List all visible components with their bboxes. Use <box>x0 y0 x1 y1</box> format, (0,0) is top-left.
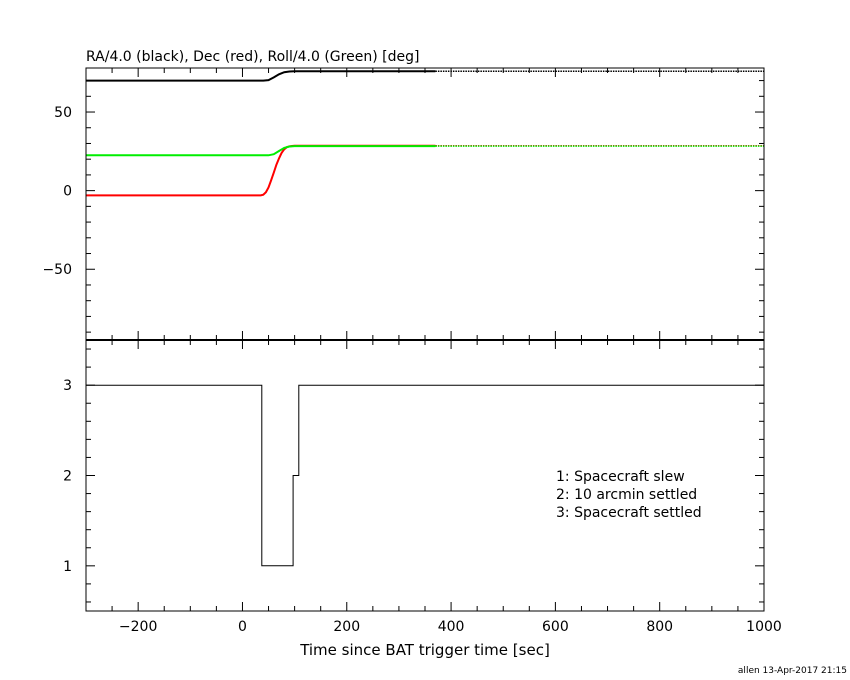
y-tick-label: 3 <box>63 378 72 394</box>
y-tick-label: 0 <box>63 184 72 200</box>
series-line-1 <box>86 144 436 197</box>
x-tick-label: 200 <box>333 619 360 635</box>
bottom-panel-series <box>86 384 764 567</box>
top-panel-ticks: −50 0 50 <box>42 68 765 340</box>
x-axis-label: Time since BAT trigger time [sec] <box>299 641 550 659</box>
legend-line-3: 3: Spacecraft settled <box>556 505 702 521</box>
y-tick-label: 1 <box>63 559 72 575</box>
legend-line-2: 2: 10 arcmin settled <box>556 487 697 503</box>
top-panel: −50 0 50 <box>42 67 765 341</box>
x-tick-label: 800 <box>646 619 673 635</box>
x-tick-label: 1000 <box>746 619 782 635</box>
top-panel-title: RA/4.0 (black), Dec (red), Roll/4.0 (Gre… <box>86 49 419 65</box>
x-tick-label: 400 <box>438 619 465 635</box>
top-panel-frame <box>85 67 765 341</box>
status-step-line-0 <box>86 384 764 567</box>
series-line-2 <box>86 145 436 157</box>
series-line-0 <box>86 70 436 82</box>
footer-stamp: allen 13-Apr-2017 21:15 <box>738 666 847 676</box>
y-tick-label: 2 <box>63 469 72 485</box>
bottom-panel: −200 0 200 400 600 800 1000 1 2 3 1: Spacecraft s… <box>63 339 782 635</box>
legend-line-1: 1: Spacecraft slew <box>556 469 685 485</box>
x-tick-label: −200 <box>119 619 157 635</box>
bottom-panel-ticks: −200 0 200 400 600 800 1000 1 2 3 <box>63 340 782 635</box>
top-panel-series <box>86 70 764 197</box>
x-tick-label: 600 <box>542 619 569 635</box>
y-tick-label: 50 <box>54 105 72 121</box>
y-tick-label: −50 <box>42 262 72 278</box>
x-tick-label: 0 <box>238 619 247 635</box>
